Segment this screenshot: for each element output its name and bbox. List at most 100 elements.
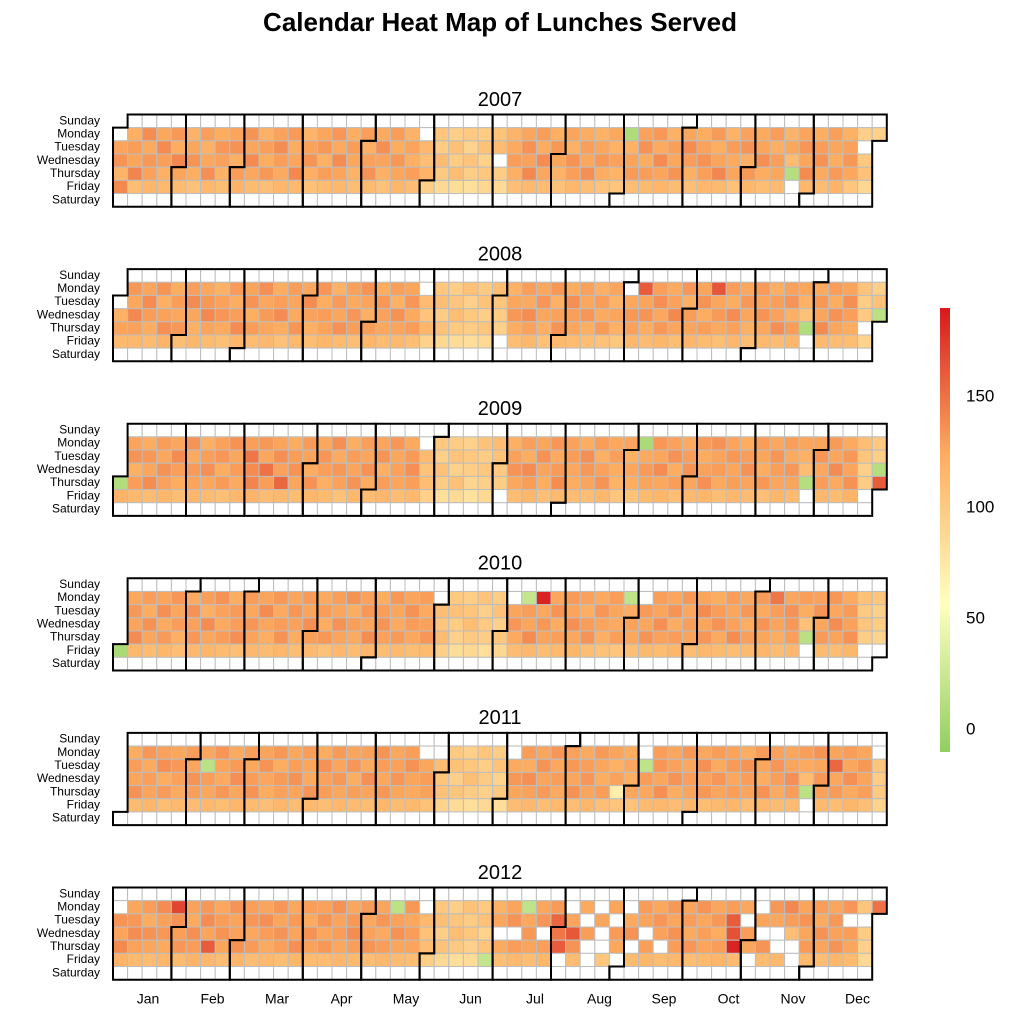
day-cell (608, 308, 625, 323)
day-cell (667, 462, 683, 477)
day-cell (681, 785, 698, 800)
empty-cell (112, 347, 129, 362)
day-cell (550, 604, 567, 619)
empty-cell (200, 193, 216, 208)
empty-cell (842, 966, 859, 981)
empty-cell (521, 656, 537, 671)
day-cell (784, 798, 800, 813)
day-cell (389, 489, 406, 504)
empty-cell (638, 347, 654, 362)
empty-cell (331, 811, 348, 826)
day-cell (170, 926, 187, 941)
empty-cell (579, 577, 596, 592)
day-cell (112, 939, 129, 954)
empty-cell (871, 732, 888, 747)
day-cell (258, 179, 275, 195)
day-cell (521, 617, 537, 632)
day-cell (550, 294, 567, 310)
day-cell (302, 153, 318, 168)
day-cell (258, 489, 275, 504)
day-cell (448, 321, 464, 336)
day-cell (535, 436, 552, 451)
day-cell (477, 308, 494, 323)
day-cell (798, 900, 815, 915)
empty-cell (287, 347, 304, 362)
empty-cell (769, 577, 786, 592)
day-cell (711, 630, 727, 645)
day-cell (200, 900, 216, 915)
day-cell (681, 489, 698, 504)
empty-cell (842, 193, 859, 208)
day-cell (185, 281, 202, 296)
day-cell (229, 334, 245, 349)
day-cell (754, 334, 771, 349)
day-cell (696, 321, 713, 336)
day-cell (214, 643, 231, 658)
day-cell (316, 785, 333, 800)
empty-cell (623, 347, 640, 362)
day-cell (287, 745, 304, 760)
day-cell (638, 153, 654, 168)
empty-cell (316, 193, 333, 208)
day-cell (711, 166, 727, 181)
day-cell (404, 798, 421, 813)
empty-cell (681, 966, 698, 981)
day-cell (375, 153, 391, 168)
day-cell (346, 281, 362, 296)
day-cell (667, 334, 683, 349)
day-cell (740, 604, 756, 619)
empty-cell (623, 268, 640, 283)
empty-cell (419, 193, 435, 208)
day-cell (798, 462, 815, 477)
day-cell (842, 489, 859, 504)
day-cell (141, 449, 158, 464)
day-cell (667, 952, 683, 968)
day-cell (696, 462, 713, 477)
day-cell (127, 939, 143, 954)
day-cell (857, 334, 873, 349)
day-cell (638, 308, 654, 323)
day-cell (273, 281, 289, 296)
day-cell (754, 489, 771, 504)
empty-cell (448, 887, 464, 902)
day-cell (623, 758, 640, 773)
day-cell (141, 153, 158, 168)
day-label: Tuesday (54, 140, 100, 154)
day-cell (827, 308, 844, 323)
day-cell (754, 643, 771, 658)
day-label: Sunday (59, 422, 100, 436)
day-cell (404, 604, 421, 619)
day-cell (565, 308, 581, 323)
empty-cell (448, 193, 464, 208)
day-cell (302, 785, 318, 800)
day-cell (652, 294, 669, 310)
day-cell (711, 643, 727, 658)
day-cell (857, 308, 873, 323)
day-cell (842, 630, 859, 645)
day-cell (200, 321, 216, 336)
day-cell (200, 475, 216, 491)
day-cell (375, 630, 391, 645)
empty-cell (681, 811, 698, 826)
day-cell (769, 489, 786, 504)
day-cell (433, 436, 450, 451)
day-cell (740, 462, 756, 477)
empty-cell (316, 114, 333, 129)
day-cell (170, 745, 187, 760)
empty-cell (433, 745, 450, 760)
day-cell (506, 140, 523, 155)
day-cell (360, 436, 377, 451)
empty-cell (477, 887, 494, 902)
day-label: Tuesday (54, 603, 100, 617)
empty-cell (535, 268, 552, 283)
day-cell (608, 462, 625, 477)
day-label: Thursday (50, 784, 100, 798)
day-cell (287, 939, 304, 954)
day-cell (681, 630, 698, 645)
day-cell (141, 771, 158, 787)
empty-cell (594, 887, 610, 902)
day-cell (652, 745, 669, 760)
day-cell (302, 913, 318, 928)
empty-cell (696, 347, 713, 362)
day-cell (273, 462, 289, 477)
